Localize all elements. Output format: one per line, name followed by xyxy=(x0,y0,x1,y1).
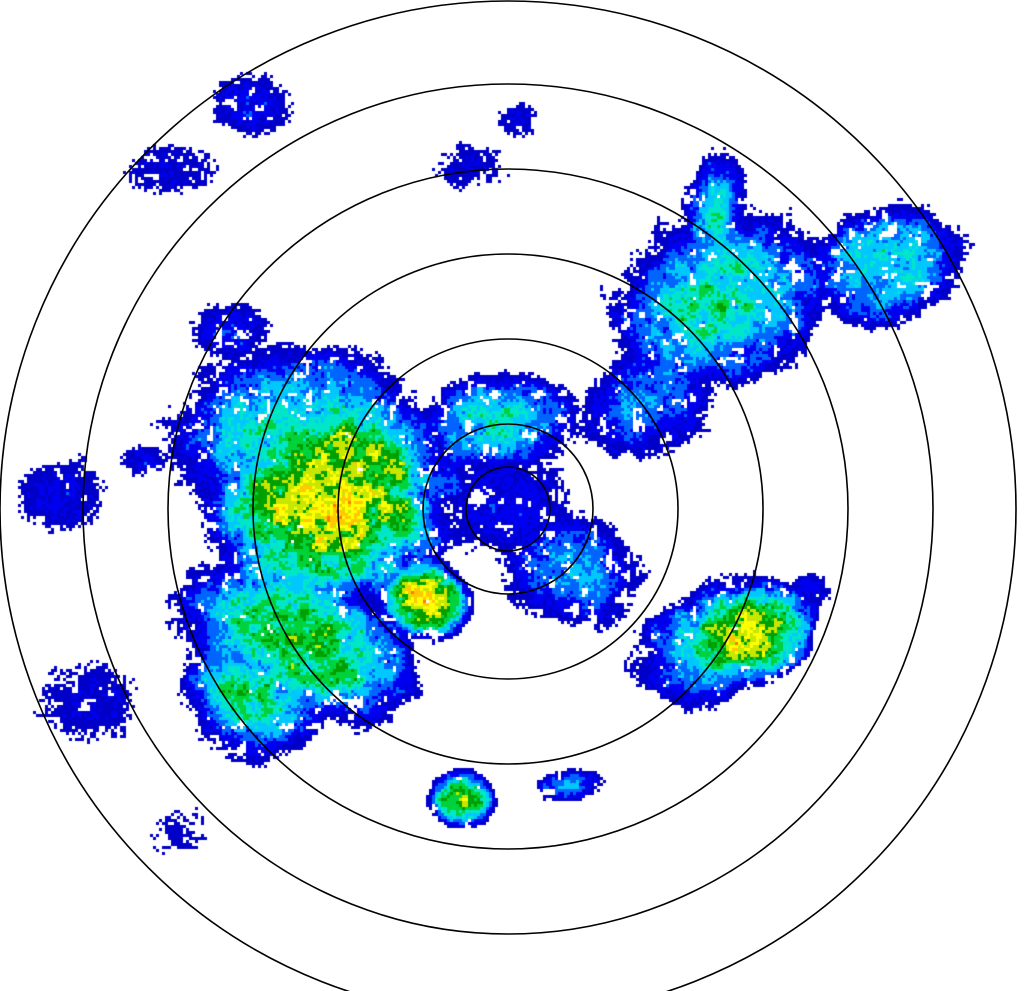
radar-display[interactable] xyxy=(0,0,1029,991)
radar-reflectivity-canvas[interactable] xyxy=(0,0,1029,991)
